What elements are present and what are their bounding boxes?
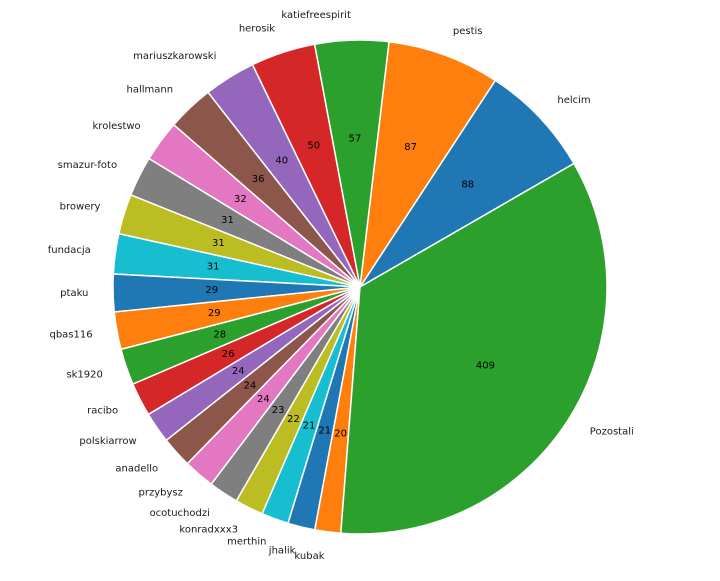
pie-category-label-qbas116: qbas116 (49, 330, 92, 341)
pie-value-label-mariuszkarowski: 40 (275, 156, 288, 167)
pie-category-label-browery: browery (60, 201, 101, 212)
pie-value-label-pestis: 87 (404, 142, 417, 153)
pie-slice-pozostali (340, 162, 608, 535)
pie-category-label-herosik: herosik (239, 23, 275, 34)
pie-category-label-kubak: kubak (294, 551, 324, 562)
pie-category-label-helcim: helcim (557, 95, 590, 106)
pie-value-label-fundacja: 31 (207, 262, 220, 273)
pie-value-label-polskiarrow: 24 (232, 366, 245, 377)
pie-category-label-krolestwo: krolestwo (93, 121, 141, 132)
pie-value-label-anadello: 24 (244, 381, 257, 392)
pie-value-label-qbas116: 29 (208, 308, 221, 319)
pie-category-label-ocotuchodzi: ocotuchodzi (150, 508, 210, 519)
pie-category-label-smazur-foto: smazur-foto (58, 160, 117, 171)
pie-category-label-hallmann: hallmann (127, 84, 174, 95)
pie-value-label-konradxxx3: 22 (287, 414, 300, 425)
pie-value-label-sk1920: 28 (213, 330, 226, 341)
pie-value-label-ptaku: 29 (205, 285, 218, 296)
pie-category-label-przybysz: przybysz (139, 488, 183, 499)
pie-category-label-polskiarrow: polskiarrow (79, 436, 136, 447)
pie-value-label-kubak: 20 (334, 428, 347, 439)
pie-category-labels: helcim pestis katiefreespirit herosik marius… (48, 10, 634, 562)
pie-value-label-merthin: 21 (303, 421, 316, 432)
pie-value-label-krolestwo: 32 (234, 194, 247, 205)
pie-value-label-smazur-foto: 31 (221, 215, 234, 226)
pie-value-label-helcim: 88 (461, 180, 474, 191)
pie-value-label-browery: 31 (212, 238, 225, 249)
pie-value-label-przybysz: 24 (257, 394, 270, 405)
pie-category-label-mariuszkarowski: mariuszkarowski (133, 51, 216, 62)
pie-category-label-fundacja: fundacja (48, 245, 91, 256)
pie-category-label-ptaku: ptaku (60, 288, 88, 299)
pie-slice-helcim (359, 79, 575, 288)
pie-slices (112, 39, 608, 535)
pie-value-label-katiefreespirit: 57 (349, 133, 362, 144)
pie-category-label-pestis: pestis (453, 26, 483, 37)
pie-value-label-racibo: 26 (222, 349, 235, 360)
pie-category-label-racibo: racibo (87, 405, 118, 416)
pie-value-labels: 8887575040363231313129292826242424232221… (205, 133, 495, 439)
pie-category-label-merthin: merthin (227, 537, 266, 548)
pie-category-label-sk1920: sk1920 (66, 370, 102, 381)
pie-value-label-pozostali: 409 (476, 361, 495, 372)
pie-category-label-jhalik: jhalik (268, 545, 296, 556)
pie-value-label-herosik: 50 (307, 141, 320, 152)
pie-category-label-anadello: anadello (115, 463, 158, 474)
pie-slice-pestis (359, 40, 497, 288)
pie-category-label-pozostali: Pozostali (590, 426, 634, 437)
pie-value-label-jhalik: 21 (318, 426, 331, 437)
pie-category-label-konradxxx3: konradxxx3 (179, 524, 238, 535)
pie-value-label-hallmann: 36 (252, 174, 265, 185)
pie-value-label-ocotuchodzi: 23 (272, 405, 285, 416)
pie-category-label-katiefreespirit: katiefreespirit (281, 10, 351, 21)
